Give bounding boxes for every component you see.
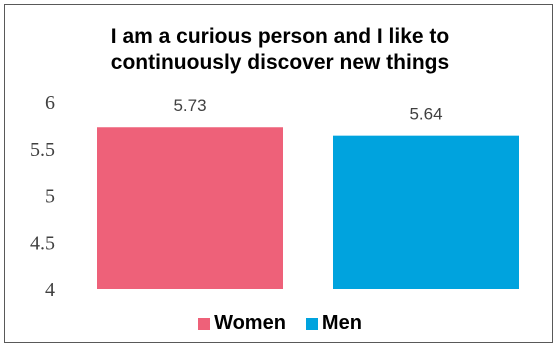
legend-label-men: Men xyxy=(321,312,362,334)
bar-women xyxy=(97,127,283,290)
y-tick-label: 4 xyxy=(45,279,55,301)
legend-item-men: Men xyxy=(305,312,362,335)
legend-swatch-women xyxy=(198,317,211,330)
y-tick-label: 4.5 xyxy=(30,232,55,254)
chart-legend: Women Men xyxy=(0,312,560,335)
bar-men xyxy=(333,135,519,289)
chart-title: I am a curious person and I like to cont… xyxy=(0,24,560,76)
y-tick-label: 5.5 xyxy=(30,139,55,161)
chart-title-line-2: continuously discover new things xyxy=(110,51,450,74)
legend-item-women: Women xyxy=(198,312,286,335)
y-tick-label: 5 xyxy=(45,186,55,208)
legend-label-women: Women xyxy=(214,312,286,334)
legend-swatch-men xyxy=(305,317,318,330)
data-label-men: 5.64 xyxy=(409,105,442,124)
data-label-women: 5.73 xyxy=(173,96,206,115)
y-tick-label: 6 xyxy=(45,92,55,114)
chart-title-line-1: I am a curious person and I like to xyxy=(110,25,450,48)
